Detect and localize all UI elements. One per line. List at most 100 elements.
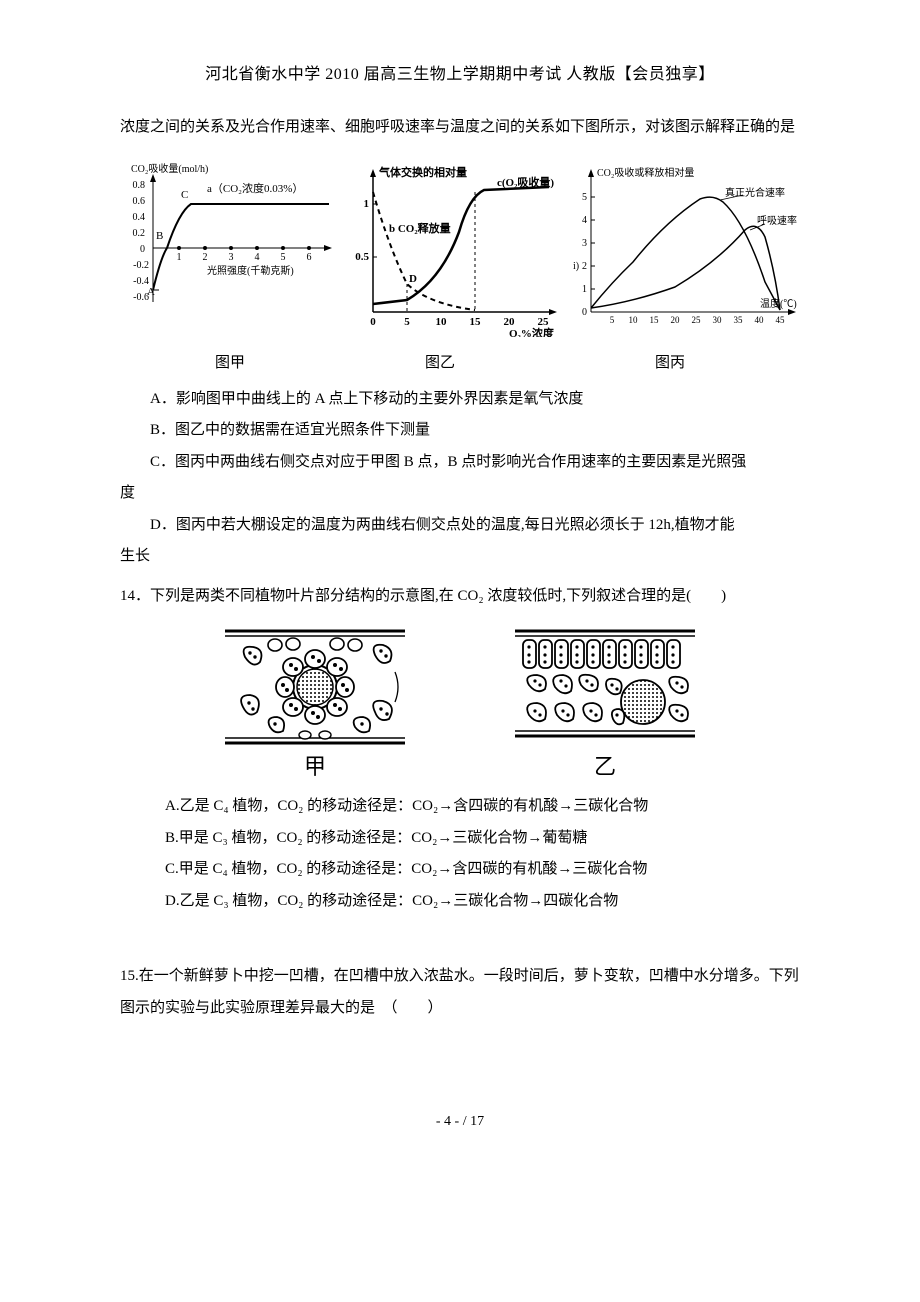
- page-footer: - 4 - / 17: [120, 1114, 800, 1130]
- option-B: B．图乙中的数据需在适宜光照条件下测量: [120, 415, 800, 447]
- svg-text:45: 45: [776, 315, 786, 325]
- document-page: 河北省衡水中学 2010 届高三生物上学期期中考试 人教版【会员独享】 浓度之间…: [0, 0, 920, 1170]
- svg-text:1: 1: [582, 284, 587, 295]
- q14-option-C: C.甲是 C₄ 植物，CO₂ 的移动途径是：CO₂→含四碳的有机酸→三碳化合物: [120, 854, 800, 886]
- option-C-line1: C．图丙中两曲线右侧交点对应于甲图 B 点，B 点时影响光合作用速率的主要因素是…: [120, 447, 800, 479]
- q14-option-A: A.乙是 C₄ 植物，CO₂ 的移动途径是：CO₂→含四碳的有机酸→三碳化合物: [120, 791, 800, 823]
- chart3-yticks: 0 1 2 3 4 5: [582, 192, 595, 318]
- svg-text:1: 1: [176, 252, 181, 263]
- chart2-xlabel: O₂%浓度: [509, 326, 555, 337]
- svg-text:6: 6: [306, 252, 311, 263]
- caption-bing: 图丙: [540, 351, 800, 372]
- chart1-point-C: C: [181, 189, 188, 201]
- svg-text:0.4: 0.4: [132, 212, 145, 223]
- caption-jia: 图甲: [120, 351, 340, 372]
- svg-text:10: 10: [629, 315, 639, 325]
- option-D-line2: 生长: [120, 541, 800, 573]
- chart1-xlabel: 光照强度(千勒克斯): [207, 264, 294, 277]
- svg-text:20: 20: [503, 316, 515, 328]
- svg-text:0.2: 0.2: [132, 228, 145, 239]
- chart2-point-D: D: [409, 273, 417, 285]
- caption-yi: 图乙: [340, 351, 540, 372]
- chart2-c-label: c(O₂吸收量): [497, 175, 554, 189]
- svg-text:3: 3: [228, 252, 233, 263]
- intro-paragraph: 浓度之间的关系及光合作用速率、细胞呼吸速率与温度之间的关系如下图所示，对该图示解…: [120, 112, 800, 144]
- svg-text:5: 5: [404, 316, 410, 328]
- chart1-yticks: 0.8 0.6 0.4 0.2 0 -0.2 -0.4 -0.6: [132, 180, 149, 303]
- spacer: [120, 917, 800, 953]
- svg-text:20: 20: [671, 315, 681, 325]
- leaf-jia-caption: 甲: [304, 749, 326, 781]
- leaf-diagrams: 甲: [120, 627, 800, 781]
- chart-row: CO₂吸收量(mol/h) 0.8 0.6 0.4 0.2 0 -0.2 -0.…: [120, 162, 800, 337]
- q14-text: 下列是两类不同植物叶片部分结构的示意图,在 CO₂ 浓度较低时,下列叙述合理的是…: [150, 588, 726, 604]
- leaf-yi-svg: [515, 627, 695, 747]
- svg-text:10: 10: [435, 316, 447, 328]
- option-C-line2: 度: [120, 478, 800, 510]
- chart3-ps-curve: [591, 197, 780, 310]
- option-A: A．影响图甲中曲线上的 A 点上下移动的主要外界因素是氧气浓度: [120, 384, 800, 416]
- option-D-line1: D．图丙中若大棚设定的温度为两曲线右侧交点处的温度,每日光照必须长于 12h,植…: [120, 510, 800, 542]
- q15-num: 15.: [120, 968, 139, 984]
- svg-text:2: 2: [582, 261, 587, 272]
- svg-text:25: 25: [692, 315, 702, 325]
- question-14: 14．下列是两类不同植物叶片部分结构的示意图,在 CO₂ 浓度较低时,下列叙述合…: [120, 581, 800, 613]
- page-header: 河北省衡水中学 2010 届高三生物上学期期中考试 人教版【会员独享】: [120, 60, 800, 84]
- svg-text:1: 1: [363, 198, 369, 210]
- leaf-yi: 乙: [515, 627, 695, 781]
- svg-text:5: 5: [280, 252, 285, 263]
- svg-text:2: 2: [202, 252, 207, 263]
- chart-captions: 图甲 图乙 图丙: [120, 351, 800, 372]
- q14-num: 14．: [120, 588, 150, 604]
- svg-text:0: 0: [140, 244, 145, 255]
- chart-bing-container: CO₂吸收或释放相对量 0 1 2 3 4 5 5 10 15 20 25: [565, 162, 800, 337]
- chart1-point-A: A: [147, 286, 155, 298]
- chart1-annotation: a（CO₂浓度0.03%）: [207, 181, 303, 195]
- svg-text:25: 25: [537, 316, 549, 328]
- chart-jia-container: CO₂吸收量(mol/h) 0.8 0.6 0.4 0.2 0 -0.2 -0.…: [120, 162, 343, 337]
- chart1-xaxis-arrow: [324, 245, 332, 251]
- q15-text: 在一个新鲜萝卜中挖一凹槽，在凹槽中放入浓盐水。一段时间后，萝卜变软，凹槽中水分增…: [120, 968, 799, 1016]
- q14-option-B: B.甲是 C₃ 植物，CO₂ 的移动途径是：CO₂→三碳化合物→葡萄糖: [120, 823, 800, 855]
- svg-text:4: 4: [582, 215, 587, 226]
- chart-yi: 气体交换的相对量 1 0.5 0 5 10 15 20 25 O₂%浓度: [349, 162, 559, 337]
- chart3-xticks: 5 10 15 20 25 30 35 40 45: [610, 315, 785, 325]
- chart3-yaxis-arrow: [588, 169, 594, 177]
- chart1-yaxis-arrow: [150, 174, 156, 182]
- chart2-curve-c: [373, 187, 549, 304]
- chart-jia: CO₂吸收量(mol/h) 0.8 0.6 0.4 0.2 0 -0.2 -0.…: [129, 162, 334, 337]
- svg-text:15: 15: [469, 316, 481, 328]
- chart2-curve-b: [373, 192, 475, 310]
- svg-text:5: 5: [582, 192, 587, 203]
- svg-text:-0.2: -0.2: [133, 260, 149, 271]
- question-15: 15.在一个新鲜萝卜中挖一凹槽，在凹槽中放入浓盐水。一段时间后，萝卜变软，凹槽中…: [120, 961, 800, 1024]
- chart2-xaxis-arrow: [549, 309, 557, 315]
- svg-text:30: 30: [713, 315, 723, 325]
- svg-text:15: 15: [650, 315, 660, 325]
- svg-text:0: 0: [582, 307, 587, 318]
- svg-text:3: 3: [582, 238, 587, 249]
- chart-bing: CO₂吸收或释放相对量 0 1 2 3 4 5 5 10 15 20 25: [565, 162, 800, 337]
- svg-text:35: 35: [734, 315, 744, 325]
- chart2-xticks: 0 5 10 15 20 25: [370, 316, 549, 328]
- svg-text:4: 4: [254, 252, 259, 263]
- svg-text:0.6: 0.6: [132, 196, 145, 207]
- chart2-b-label: b CO₂释放量: [389, 221, 451, 235]
- y-axis-label: CO₂吸收量(mol/h): [131, 162, 208, 175]
- chart1-xticks: 1 2 3 4 5 6: [176, 246, 311, 263]
- leaf-jia: 甲: [225, 627, 405, 781]
- q14-option-D: D.乙是 C₃ 植物，CO₂ 的移动途径是：CO₂→三碳化合物→四碳化合物: [120, 886, 800, 918]
- chart2-yaxis-arrow: [370, 169, 376, 177]
- chart3-side-marker: i): [573, 261, 579, 272]
- chart-yi-container: 气体交换的相对量 1 0.5 0 5 10 15 20 25 O₂%浓度: [343, 162, 566, 337]
- svg-text:0.8: 0.8: [132, 180, 145, 191]
- svg-text:40: 40: [755, 315, 765, 325]
- leaf-jia-svg: [225, 627, 405, 747]
- chart3-ylabel: CO₂吸收或释放相对量: [597, 166, 694, 179]
- leaf-yi-caption: 乙: [594, 749, 616, 781]
- chart2-ylabel: 气体交换的相对量: [378, 165, 467, 179]
- chart1-point-B: B: [156, 230, 163, 242]
- svg-text:0.5: 0.5: [355, 251, 369, 263]
- svg-text:5: 5: [610, 315, 615, 325]
- svg-text:0: 0: [370, 316, 376, 328]
